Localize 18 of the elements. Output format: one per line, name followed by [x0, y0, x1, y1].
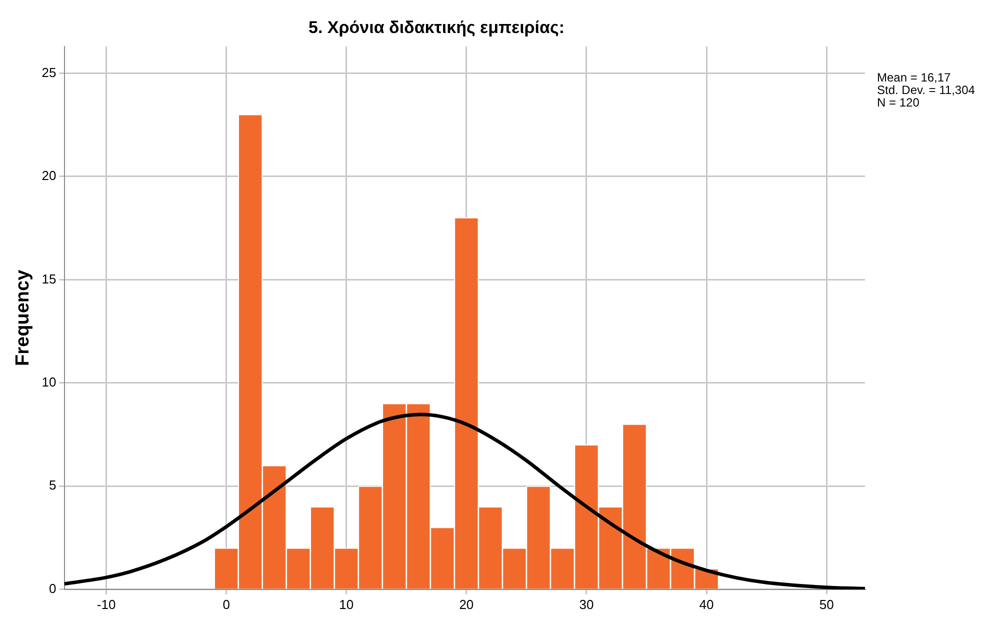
x-tick-label: 20: [459, 596, 474, 612]
x-tick-label: 30: [579, 596, 594, 612]
y-tick-label: 20: [42, 168, 56, 184]
x-tick-label: 10: [339, 596, 354, 612]
y-tick-label: 15: [42, 271, 56, 286]
y-tick-label: 10: [42, 374, 56, 390]
chart-title: 5. Χρόνια διδακτικής εμπειρίας:: [308, 18, 564, 37]
y-tick-label: 5: [49, 478, 56, 493]
y-tick-label: 0: [49, 580, 56, 596]
y-tick-label: 25: [42, 64, 56, 80]
text: N = 120: [877, 96, 920, 110]
text: Mean = 16,17: [877, 70, 952, 85]
x-tick-label: 0: [222, 596, 230, 612]
x-tick-label: 50: [819, 596, 834, 612]
x-tick-label: -10: [96, 596, 116, 612]
y-axis-title: Frequency: [12, 269, 34, 366]
x-tick-label: 40: [699, 596, 714, 612]
text: Std. Dev. = 11,304: [877, 83, 976, 98]
